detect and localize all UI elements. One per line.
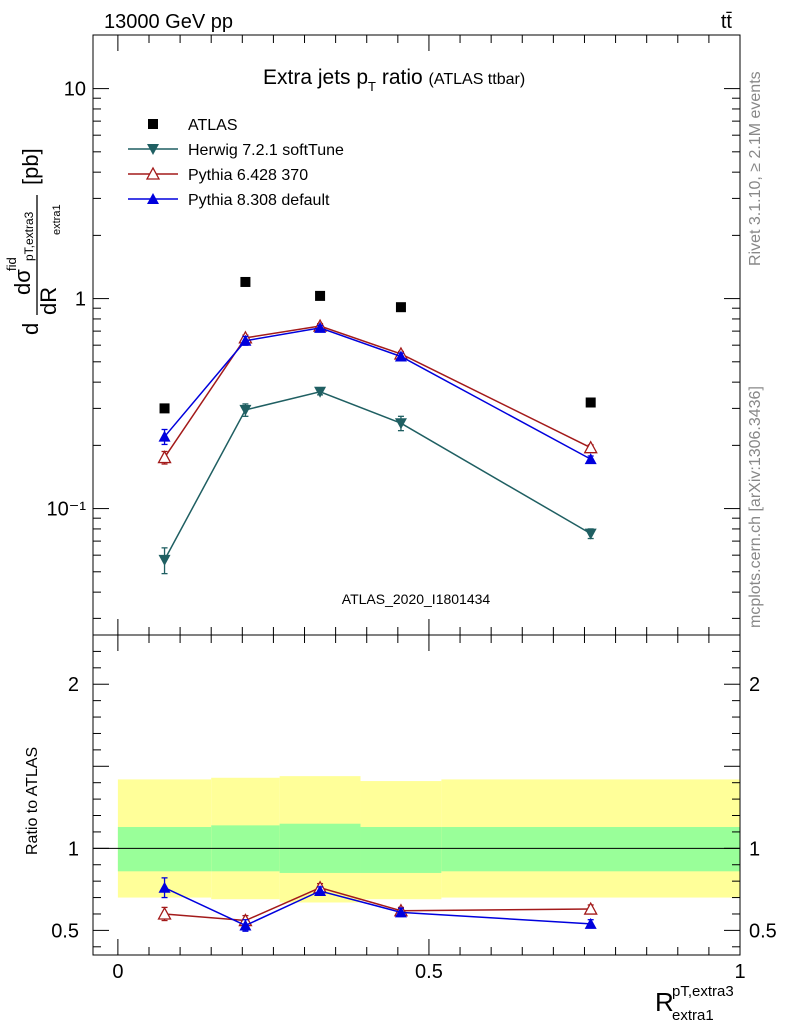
chart-labels: 13000 GeV pp tt̄ Rivet 3.1.10, ≥ 2.1M ev… bbox=[104, 11, 764, 628]
data-point-herwig-7-2-1-softtune bbox=[314, 386, 327, 398]
data-point-pythia-8-308-default bbox=[158, 881, 171, 893]
data-point-pythia-8-308-default bbox=[239, 334, 252, 346]
x-label-r: R bbox=[655, 987, 674, 1017]
analysis-watermark: ATLAS_2020_I1801434 bbox=[342, 591, 491, 607]
data-point-pythia-8-308-default bbox=[394, 906, 407, 918]
y-label-dr: dR bbox=[36, 287, 61, 315]
series-line-pythia-6-428-370 bbox=[163, 325, 592, 458]
legend-marker bbox=[147, 193, 159, 204]
legend-label: Herwig 7.2.1 softTune bbox=[188, 142, 344, 159]
y-tick-label: 10 bbox=[64, 79, 86, 101]
y-tick-label: 0.5 bbox=[51, 920, 79, 942]
data-point-pythia-8-308-default bbox=[314, 885, 327, 896]
chart-title: Extra jets pT ratio (ATLAS ttbar) bbox=[263, 66, 525, 94]
legend-label: Pythia 8.308 default bbox=[188, 192, 330, 209]
y-tick-label: 2 bbox=[68, 674, 79, 696]
data-point-pythia-6-428-370 bbox=[583, 901, 598, 915]
data-point-pythia-6-428-370 bbox=[157, 906, 172, 920]
x-tick-label: 0.5 bbox=[415, 961, 443, 983]
legend-label: ATLAS bbox=[188, 117, 238, 134]
y-label-fid: fid bbox=[4, 257, 19, 271]
data-point-pythia-8-308-default bbox=[584, 917, 597, 929]
series-line-herwig-7-2-1-softtune bbox=[163, 390, 592, 561]
legend-label: Pythia 6.428 370 bbox=[188, 167, 308, 184]
y-label-unit: [pb] bbox=[18, 148, 43, 185]
y-tick-label-right: 2 bbox=[749, 674, 760, 696]
ratio-plot-frame bbox=[92, 634, 741, 956]
x-tick-label: 0 bbox=[112, 961, 123, 983]
uncertainty-band-inner bbox=[360, 827, 442, 873]
ratio-y-axis-label: Ratio to ATLAS bbox=[24, 747, 41, 855]
x-tick-label: 1 bbox=[734, 961, 745, 983]
x-label-sup: pT,extra3 bbox=[672, 983, 734, 1000]
data-point-herwig-7-2-1-softtune bbox=[158, 554, 171, 566]
x-label-sub: extra1 bbox=[672, 1007, 714, 1024]
data-point-herwig-7-2-1-softtune bbox=[394, 418, 407, 430]
legend-marker bbox=[148, 119, 158, 129]
data-point-pythia-8-308-default bbox=[584, 453, 597, 465]
legend-marker bbox=[145, 166, 161, 180]
y-tick-label: 1 bbox=[75, 289, 86, 311]
y-tick-label: 10⁻¹ bbox=[47, 499, 87, 521]
data-point-pythia-8-308-default bbox=[394, 350, 407, 362]
main-plot-panel: 10⁻¹ 1 10 Extra jets pT ratio (ATLAS ttbar)… bbox=[4, 34, 741, 636]
data-point-pythia-6-428-370 bbox=[157, 450, 172, 464]
data-point-pythia-8-308-default bbox=[239, 919, 252, 931]
y-label-dsigma: dσ bbox=[10, 269, 35, 295]
y-label-densub: extra1 bbox=[51, 204, 63, 235]
series-line-pythia-8-308-default bbox=[163, 327, 592, 460]
data-point-atlas bbox=[240, 276, 251, 287]
process-label: tt̄ bbox=[721, 11, 733, 33]
uncertainty-band-inner bbox=[117, 827, 212, 872]
rivet-version-label: Rivet 3.1.10, ≥ 2.1M events bbox=[747, 71, 764, 266]
data-point-atlas bbox=[585, 397, 596, 408]
y-label-numsub: pT,extra3 bbox=[22, 211, 36, 261]
data-point-pythia-8-308-default bbox=[158, 430, 171, 442]
data-point-pythia-8-308-default bbox=[314, 321, 327, 333]
uncertainty-band-inner bbox=[441, 827, 740, 872]
data-point-atlas bbox=[315, 290, 326, 301]
energy-label: 13000 GeV pp bbox=[104, 11, 233, 33]
legend-marker bbox=[147, 144, 159, 155]
data-point-pythia-6-428-370 bbox=[583, 440, 598, 454]
legend: ATLAS Herwig 7.2.1 softTune Pythia 6.428 3… bbox=[128, 117, 344, 209]
data-point-herwig-7-2-1-softtune bbox=[239, 404, 252, 416]
data-point-atlas bbox=[159, 403, 170, 414]
y-tick-label-right: 0.5 bbox=[749, 920, 777, 942]
y-tick-label: 1 bbox=[68, 838, 79, 860]
y-tick-label-right: 1 bbox=[749, 838, 760, 860]
x-axis-label: RpT,extra3 extra1 bbox=[655, 983, 734, 1024]
data-point-atlas bbox=[395, 302, 406, 313]
mcplots-label: mcplots.cern.ch [arXiv:1306.3436] bbox=[747, 386, 764, 628]
data-point-herwig-7-2-1-softtune bbox=[584, 528, 597, 540]
y-label-d: d bbox=[18, 323, 43, 335]
